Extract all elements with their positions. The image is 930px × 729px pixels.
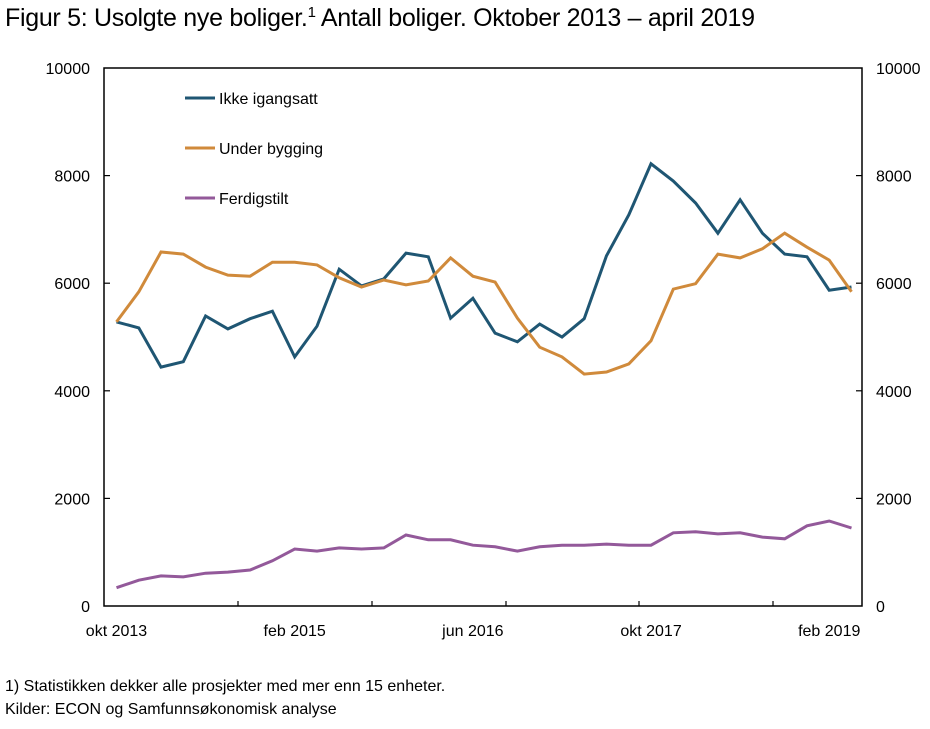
y-tick-label-left: 10000 — [46, 61, 91, 78]
x-tick-label: okt 2017 — [620, 623, 681, 640]
footnote-marker: 1 — [307, 4, 316, 21]
legend-label: Ikke igangsatt — [219, 91, 318, 108]
footnote-text: 1) Statistikken dekker alle prosjekter m… — [5, 678, 446, 695]
y-tick-label-right: 6000 — [876, 276, 912, 293]
legend-label: Under bygging — [219, 141, 323, 158]
plot-frame — [103, 67, 863, 607]
x-tick-label: feb 2019 — [798, 623, 860, 640]
x-tick-label: jun 2016 — [441, 623, 503, 640]
y-tick-label-left: 6000 — [54, 276, 90, 293]
series-line-ikke-igangsatt — [116, 161, 852, 369]
y-tick-label-right: 4000 — [876, 384, 912, 401]
series-line-ferdigstilt — [116, 519, 852, 590]
source-text: Kilder: ECON og Samfunnsøkonomisk analys… — [5, 701, 337, 718]
y-tick-label-right: 2000 — [876, 491, 912, 508]
chart-title-main: Figur 5: Usolgte nye boliger. — [5, 4, 308, 32]
y-tick-label-left: 4000 — [54, 384, 90, 401]
x-tick-label: okt 2013 — [86, 623, 147, 640]
y-tick-label-left: 8000 — [54, 169, 90, 186]
y-tick-label-right: 0 — [876, 599, 885, 616]
y-tick-label-left: 2000 — [54, 491, 90, 508]
axes: 0 0 2000 2000 4000 4000 6000 6000 8000 8000 10000 1… — [46, 61, 921, 640]
chart-title-rest: Antall boliger. Oktober 2013 – april 201… — [315, 4, 755, 32]
series-lines — [115, 161, 853, 590]
chart-title: Figur 5: Usolgte nye boliger.1 Antall bo… — [5, 4, 755, 33]
x-tick-label: feb 2015 — [264, 623, 326, 640]
legend-label: Ferdigstilt — [219, 191, 289, 208]
y-tick-label-left: 0 — [81, 599, 90, 616]
y-tick-label-right: 8000 — [876, 169, 912, 186]
series-line-under-bygging — [115, 231, 853, 376]
y-tick-label-right: 10000 — [876, 61, 921, 78]
legend: Ikke igangsatt Under bygging Ferdigstilt — [185, 91, 323, 208]
